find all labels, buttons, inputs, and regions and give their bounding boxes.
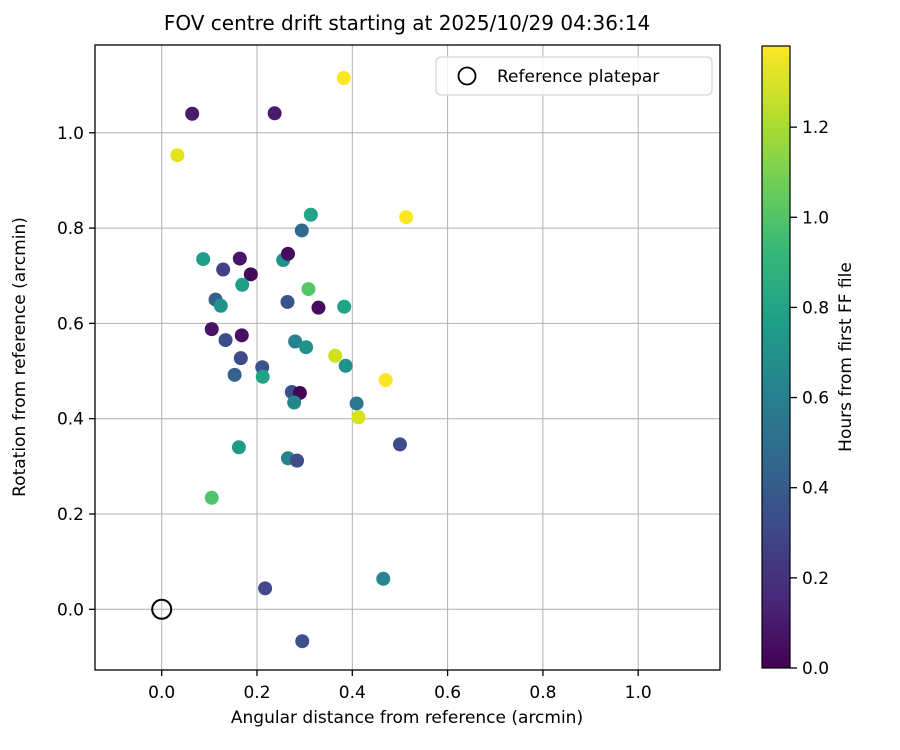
scatter-point [258,581,273,596]
scatter-point [399,210,414,225]
x-tick-label: 1.0 [625,683,652,703]
scatter-point [294,223,309,238]
scatter-point [290,453,305,468]
y-axis-label: Rotation from reference (arcmin) [10,217,30,497]
scatter-point [328,348,343,363]
scatter-point [303,207,318,222]
y-tick-label: 1.0 [57,124,84,144]
scatter-point [392,437,407,452]
colorbar: 0.0 0.2 0.4 0.6 0.8 1.0 1.2 Hours from first F… [761,45,856,679]
colorbar-gradient [761,45,791,669]
scatter-point [299,340,314,355]
scatter-point [204,490,219,505]
chart-title: FOV centre drift starting at 2025/10/29 … [164,11,650,35]
scatter-point [255,369,270,384]
scatter-point [295,634,310,649]
scatter-point [288,334,303,349]
legend-label: Reference platepar [497,67,659,87]
legend-box [435,56,713,96]
y-tick-label: 0.2 [57,505,84,525]
colorbar-tick-label: 0.8 [802,298,829,318]
scatter-point [349,396,364,411]
scatter-point [235,277,250,292]
x-tick-label: 0.8 [529,683,556,703]
scatter-point [376,571,391,586]
scatter-point [218,333,233,348]
scatter-point [287,395,302,410]
colorbar-axis-label: Hours from first FF file [836,262,856,452]
reference-platepar-marker [151,598,173,620]
y-tick-label: 0.8 [57,219,84,239]
scatter-point [337,299,352,314]
scatter-point [196,252,211,267]
legend: Reference platepar [435,56,713,96]
axis-tick-labels: 0.0 0.2 0.4 0.6 0.8 1.0 0.0 0.2 0.4 0.6 0.8 1.0 [57,124,652,703]
legend-open-circle-icon [457,66,477,86]
scatter-point [378,373,393,388]
scatter-point [231,440,246,455]
axes-frame [94,44,721,671]
scatter-point [232,251,247,266]
scatter-point [267,106,282,121]
scatter-point [338,358,353,373]
scatter-point [301,282,316,297]
x-tick-label: 0.4 [339,683,366,703]
x-tick-label: 0.0 [148,683,175,703]
scatter-point [336,71,351,86]
scatter-point [233,351,248,366]
x-axis-label: Angular distance from reference (arcmin) [231,708,583,728]
colorbar-tick-labels: 0.0 0.2 0.4 0.6 0.8 1.0 1.2 [802,118,829,679]
scatter-point [227,367,242,382]
scatter-point [170,148,185,163]
colorbar-tick-label: 0.2 [802,569,829,589]
y-tick-label: 0.4 [57,410,84,430]
colorbar-tick-label: 1.0 [802,208,829,228]
scatter-point [216,262,231,277]
grid-lines [95,45,720,670]
y-tick-label: 0.6 [57,314,84,334]
reference-platepar-circle [151,598,173,620]
scatter-point [280,294,295,309]
y-tick-label: 0.0 [57,600,84,620]
scatter-point [204,322,219,337]
axis-ticks [89,132,639,676]
x-tick-label: 0.2 [243,683,270,703]
colorbar-ticks [790,126,797,669]
scatter-point [243,267,258,282]
colorbar-tick-label: 0.4 [802,479,829,499]
scatter-point [213,298,228,313]
scatter-point [351,410,366,425]
scatter-point [311,300,326,315]
colorbar-tick-label: 0.0 [802,659,829,679]
colorbar-tick-label: 0.6 [802,389,829,409]
scatter-series [170,71,414,649]
colorbar-tick-label: 1.2 [802,118,829,138]
scatter-point [234,328,249,343]
scatter-point [280,246,295,261]
scatter-point [185,106,200,121]
x-tick-label: 0.6 [434,683,461,703]
